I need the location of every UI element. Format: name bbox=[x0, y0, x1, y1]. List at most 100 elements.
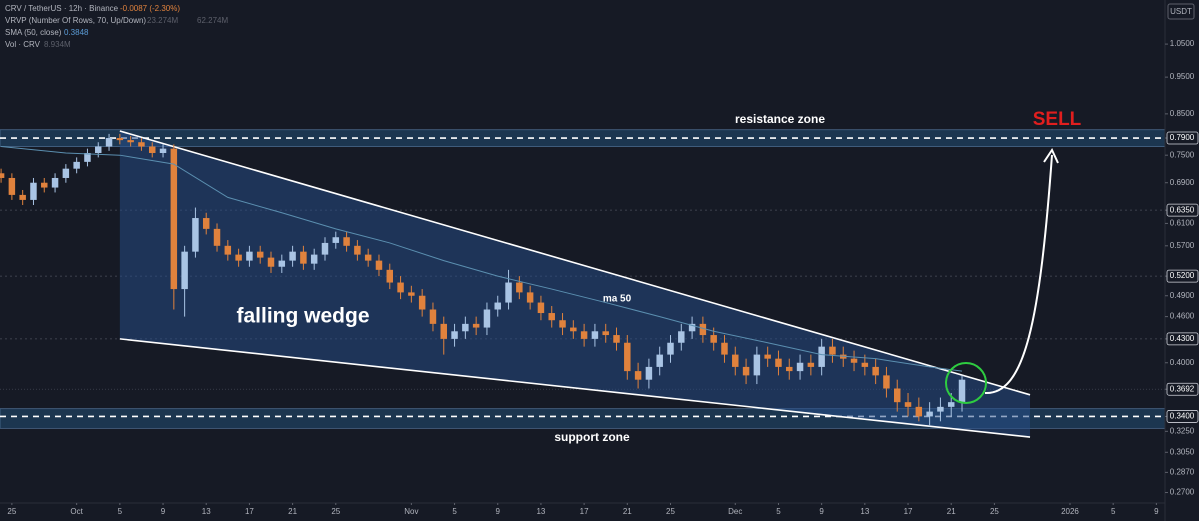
candle-body bbox=[0, 173, 5, 178]
x-tick-label: 21 bbox=[623, 507, 632, 516]
candle-body bbox=[321, 242, 329, 255]
candle-body bbox=[786, 366, 793, 372]
candle-body bbox=[267, 257, 275, 267]
indicator-value: 8.934M bbox=[44, 40, 71, 49]
candle-body bbox=[181, 251, 188, 290]
x-tick-label: 21 bbox=[947, 507, 956, 516]
candle-body bbox=[62, 168, 70, 178]
y-tick-box bbox=[1166, 332, 1199, 346]
candle-body bbox=[742, 366, 750, 376]
y-tick-label: 0.4900 bbox=[1170, 291, 1195, 300]
candle-body bbox=[710, 335, 717, 343]
candle-body bbox=[105, 138, 113, 147]
candle-body bbox=[364, 254, 372, 261]
y-tick-label: 0.3050 bbox=[1170, 447, 1195, 456]
candle-body bbox=[937, 406, 944, 412]
candle-body bbox=[624, 342, 631, 372]
candle-body bbox=[440, 323, 447, 339]
indicator-value: 23.274M bbox=[147, 16, 178, 25]
x-tick-label: 9 bbox=[1154, 507, 1159, 516]
x-tick-label: 9 bbox=[161, 507, 166, 516]
x-tick-label: 13 bbox=[202, 507, 211, 516]
candle-body bbox=[397, 282, 404, 293]
candle-body bbox=[570, 327, 577, 332]
candle-body bbox=[613, 335, 620, 343]
x-tick-label: 9 bbox=[496, 507, 501, 516]
candle-body bbox=[170, 148, 178, 290]
x-tick-label: 21 bbox=[288, 507, 297, 516]
resistance-label: resistance zone bbox=[735, 112, 825, 126]
x-tick-label: Oct bbox=[70, 507, 83, 516]
candle-body bbox=[246, 251, 253, 261]
support-label: support zone bbox=[554, 430, 630, 444]
y-tick-label: 0.4600 bbox=[1170, 312, 1195, 321]
candle-body bbox=[19, 194, 26, 200]
candle-body bbox=[256, 251, 264, 258]
currency-box[interactable] bbox=[1167, 3, 1195, 20]
x-tick-label: 5 bbox=[776, 507, 781, 516]
candle-body bbox=[602, 331, 609, 336]
projection-arrow bbox=[984, 154, 1053, 395]
candle-body bbox=[116, 138, 124, 141]
candle-body bbox=[408, 292, 415, 296]
y-tick-label: 0.6900 bbox=[1170, 178, 1195, 187]
candle-body bbox=[732, 354, 739, 367]
y-tick-label: 0.6350 bbox=[1170, 205, 1195, 214]
x-tick-label: 5 bbox=[1111, 507, 1116, 516]
candle-body bbox=[375, 260, 383, 270]
candle-body bbox=[721, 342, 728, 355]
plot-area bbox=[0, 129, 1166, 438]
price-change: -0.0087 (-2.30%) bbox=[120, 4, 180, 13]
x-tick-label: 5 bbox=[118, 507, 123, 516]
candle-body bbox=[526, 292, 534, 303]
x-tick-label: 25 bbox=[666, 507, 675, 516]
currency[interactable]: USDT bbox=[1170, 7, 1192, 16]
indicator-value: 62.274M bbox=[197, 16, 228, 25]
candle-body bbox=[213, 228, 221, 246]
x-tick-label: 17 bbox=[580, 507, 589, 516]
x-tick-label: Nov bbox=[404, 507, 418, 516]
candle-body bbox=[829, 346, 836, 355]
indicator-value: 0.3848 bbox=[64, 28, 89, 37]
y-tick-box bbox=[1166, 382, 1199, 396]
candle-body bbox=[429, 309, 437, 324]
indicator-label: SMA (50, close) bbox=[5, 28, 62, 37]
candle-body bbox=[883, 375, 890, 389]
candle-body bbox=[289, 251, 296, 261]
candle-body bbox=[645, 366, 653, 380]
candle-body bbox=[548, 313, 555, 321]
candle-body bbox=[300, 251, 307, 264]
candle-body bbox=[872, 366, 879, 376]
wedge-label: falling wedge bbox=[236, 305, 369, 328]
candle-body bbox=[483, 309, 491, 328]
candle-body bbox=[915, 406, 923, 417]
y-tick-label: 0.4300 bbox=[1170, 334, 1195, 343]
candle-body bbox=[667, 342, 674, 355]
y-tick-label: 0.5700 bbox=[1170, 241, 1195, 250]
candle-body bbox=[41, 182, 48, 188]
x-tick-label: 17 bbox=[904, 507, 913, 516]
highlight-circle bbox=[945, 362, 987, 404]
candle-body bbox=[753, 354, 761, 376]
candle-body bbox=[30, 182, 37, 200]
y-tick-box bbox=[1166, 269, 1199, 283]
y-tick-label: 0.4000 bbox=[1170, 358, 1195, 367]
candle-body bbox=[202, 218, 210, 229]
candle-body bbox=[127, 140, 134, 143]
candle-body bbox=[807, 362, 815, 367]
y-tick-label: 0.7500 bbox=[1170, 150, 1195, 159]
candle-body bbox=[893, 388, 901, 403]
x-tick-label: 17 bbox=[245, 507, 254, 516]
candle-body bbox=[159, 148, 167, 153]
x-tick-label: 2026 bbox=[1061, 507, 1079, 516]
arrow-head bbox=[1043, 147, 1059, 164]
y-tick-label: 0.8500 bbox=[1170, 109, 1195, 118]
symbol-title: CRV / TetherUS · 12h · Binance bbox=[5, 4, 119, 13]
x-tick-label: 13 bbox=[536, 507, 545, 516]
candle-body bbox=[224, 245, 232, 255]
wedge-fill bbox=[119, 131, 1031, 438]
candle-body bbox=[580, 331, 588, 339]
sma-line bbox=[1, 146, 963, 372]
candle-body bbox=[699, 323, 707, 336]
x-tick-label: 25 bbox=[7, 507, 16, 516]
